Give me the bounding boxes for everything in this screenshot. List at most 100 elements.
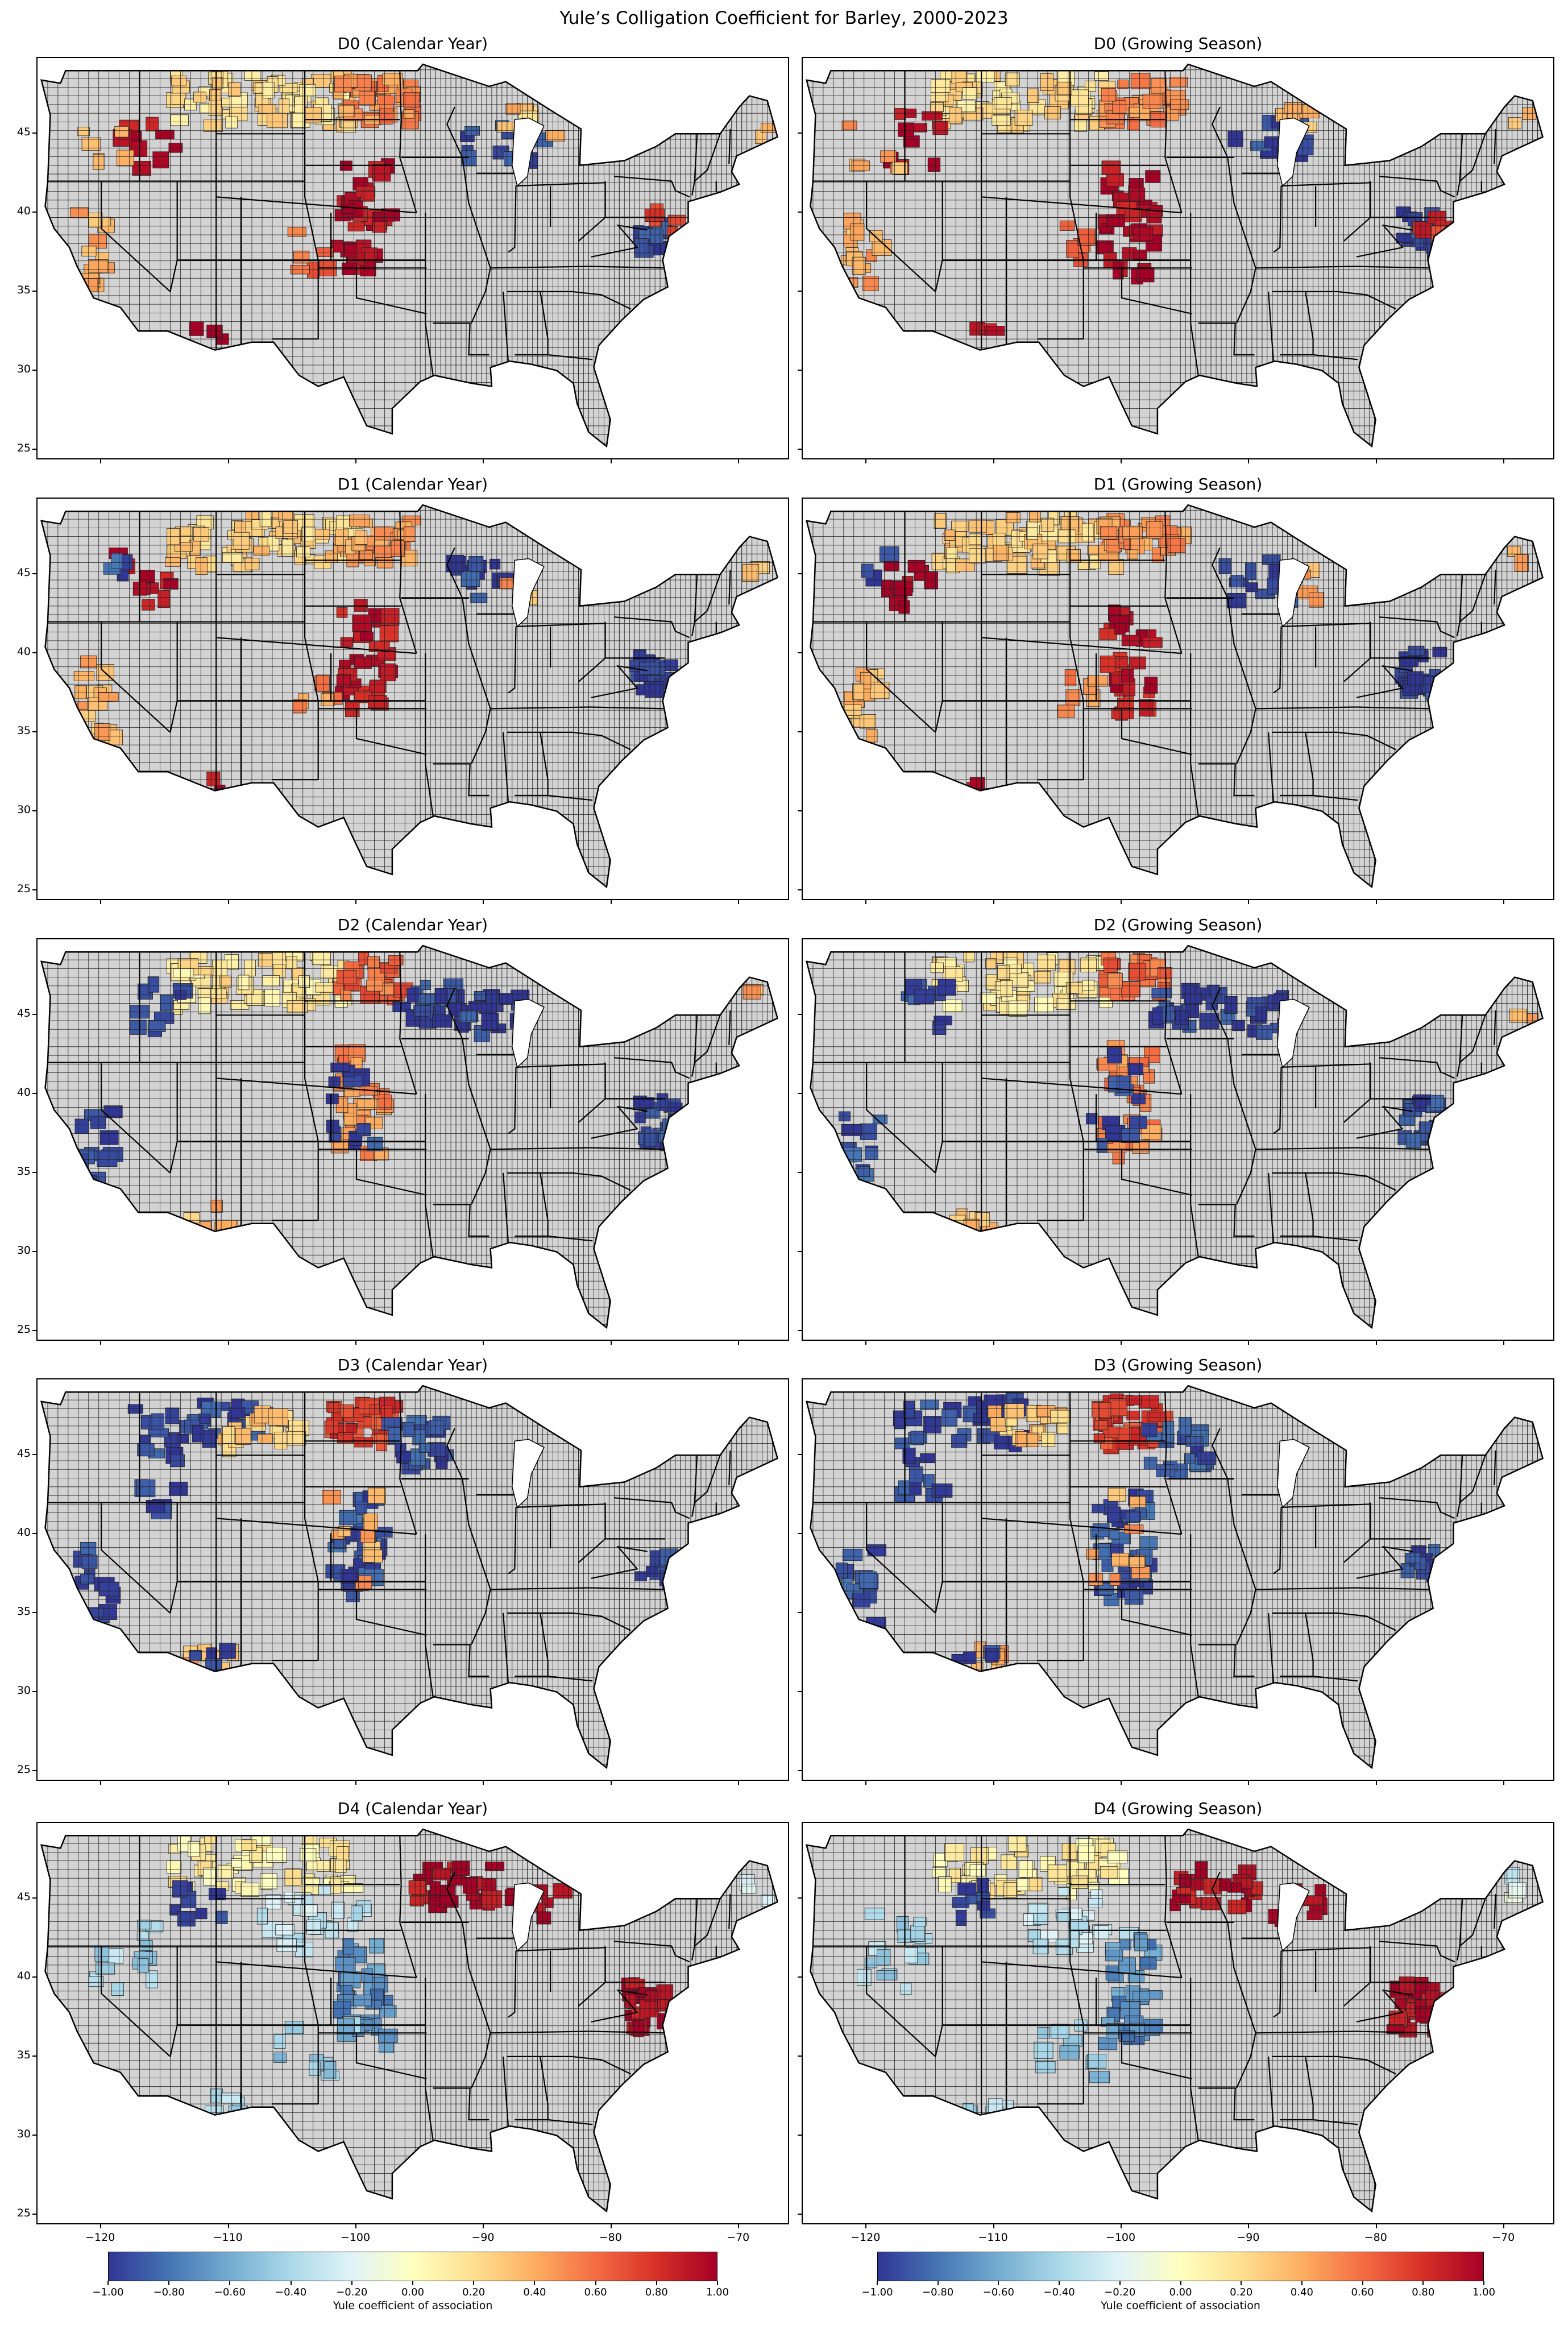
county-cell [231, 1858, 242, 1868]
county-cell [88, 259, 109, 273]
y-tick-mark [32, 1976, 36, 1978]
colorbar-tick-label: 1.00 [1472, 2286, 1496, 2298]
county-cell [658, 1130, 679, 1143]
county-cell [1010, 972, 1029, 988]
county-cell [99, 1130, 119, 1145]
county-cell [1041, 1432, 1056, 1447]
county-cell [429, 1881, 441, 1896]
county-cell [941, 1409, 957, 1427]
county-cell [993, 545, 1009, 561]
panel-title: D0 (Growing Season) [1093, 34, 1263, 53]
county-cell [841, 1124, 862, 1136]
state-boundaries [48, 1835, 731, 2141]
county-cell [1107, 973, 1123, 989]
x-tick-label: −110 [978, 2231, 1008, 2244]
county-cell [1037, 954, 1056, 971]
county-cell [1126, 1395, 1142, 1406]
colorbar-tick-mark [1059, 2281, 1060, 2285]
county-cell [1175, 1010, 1189, 1025]
county-cell [338, 105, 355, 117]
county-cell [260, 1873, 277, 1889]
county-cell [284, 1892, 295, 1904]
y-tick-mark [798, 132, 802, 134]
county-cell [380, 663, 396, 682]
colorbar-tick-label: −0.40 [1043, 2286, 1075, 2298]
county-cell [932, 121, 949, 135]
us-landmass [41, 64, 778, 447]
county-cell [1227, 130, 1243, 147]
x-tick-mark [1375, 900, 1377, 904]
county-cell [852, 256, 866, 275]
county-cell [990, 1418, 1007, 1432]
county-cell [862, 276, 879, 292]
county-cell [931, 1483, 953, 1498]
county-cell [122, 554, 133, 570]
county-cell [993, 1434, 1009, 1450]
state-boundaries [813, 1835, 1496, 2141]
county-cell [1151, 77, 1167, 94]
county-cell [212, 77, 223, 89]
county-cell [545, 130, 566, 142]
county-cell [841, 121, 857, 130]
state-boundaries [48, 71, 731, 376]
county-cell [88, 212, 103, 228]
county-cell [639, 662, 660, 675]
county-cell [468, 556, 484, 573]
county-cell [1059, 959, 1076, 975]
county-cell [894, 1417, 906, 1429]
y-tick-mark [32, 448, 36, 450]
colorbar-tick-label: 1.00 [706, 2286, 729, 2298]
county-cell [305, 107, 322, 123]
county-cell [1098, 2037, 1118, 2050]
county-cell [240, 1883, 259, 1897]
y-tick-label: 30 [16, 2127, 31, 2140]
county-cell [1122, 525, 1143, 540]
county-cell [1056, 1912, 1071, 1922]
county-cell [127, 1404, 143, 1414]
county-cell [969, 548, 986, 563]
county-cell [300, 1904, 318, 1917]
county-cell [375, 545, 392, 558]
county-cell [1144, 677, 1158, 694]
county-cell [359, 90, 376, 106]
county-cell [193, 527, 209, 542]
county-cell [1435, 1133, 1447, 1148]
county-cell [362, 189, 375, 202]
county-cell [952, 1897, 969, 1908]
colorbar-tick-label: −0.20 [1104, 2286, 1136, 2298]
county-cell [1077, 1845, 1095, 1863]
county-cell [130, 1020, 147, 1035]
x-tick-mark [738, 1341, 740, 1345]
county-cell [1400, 1563, 1415, 1578]
county-cell [656, 1093, 669, 1111]
y-tick-label: 30 [16, 803, 31, 816]
colorbar-tick-mark [229, 2281, 231, 2285]
colorbar-tick-label: 0.00 [401, 2286, 425, 2298]
county-cell [74, 1118, 89, 1134]
county-cell [1133, 249, 1147, 260]
county-cell [914, 989, 935, 1005]
county-cell [900, 1983, 912, 1995]
county-cell [1108, 1529, 1119, 1540]
county-cell [836, 722, 848, 733]
colorbar [877, 2252, 1484, 2281]
county-cell [1227, 1899, 1246, 1914]
county-cell [72, 1619, 90, 1631]
county-cell [659, 1570, 675, 1586]
y-tick-label: 45 [16, 566, 31, 579]
y-tick-label: 45 [16, 126, 31, 139]
colorbar-tick-mark [998, 2281, 999, 2285]
county-cell [265, 1894, 281, 1909]
county-cell [354, 74, 372, 91]
x-tick-mark [227, 1341, 229, 1345]
county-cell [1069, 1921, 1090, 1930]
county-cell [434, 988, 448, 1005]
county-cell [985, 958, 997, 969]
county-cell [1089, 2071, 1110, 2083]
x-tick-mark [227, 900, 229, 904]
county-cell [353, 1437, 373, 1448]
y-tick-mark [32, 1533, 36, 1535]
county-cell [1428, 1544, 1440, 1556]
county-cell [138, 1958, 149, 1973]
y-tick-mark [32, 573, 36, 575]
